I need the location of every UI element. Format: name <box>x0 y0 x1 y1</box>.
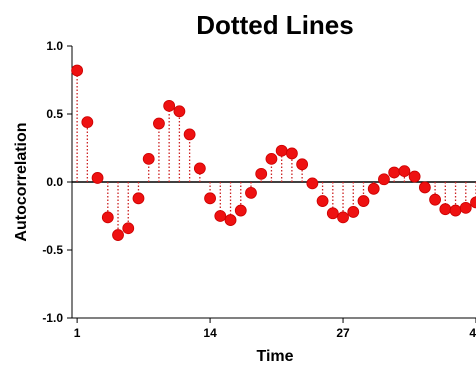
data-point <box>265 152 278 165</box>
data-point <box>296 158 309 171</box>
data-point <box>388 166 401 179</box>
data-point <box>163 99 176 112</box>
data-point <box>306 177 319 190</box>
chart-title: Dotted Lines <box>196 10 353 40</box>
data-point <box>326 207 339 220</box>
data-point <box>234 204 247 217</box>
data-point <box>245 186 257 199</box>
data-point <box>459 201 472 214</box>
data-point <box>316 195 329 207</box>
data-point <box>470 196 476 209</box>
x-tick-label: 40 <box>469 326 476 340</box>
data-point <box>112 229 124 241</box>
data-point <box>183 128 196 141</box>
data-point <box>408 170 421 183</box>
data-point <box>418 181 431 194</box>
data-point <box>429 193 441 206</box>
data-point <box>101 211 114 224</box>
data-point <box>204 192 216 205</box>
x-tick-label: 14 <box>203 326 217 340</box>
data-point <box>142 152 155 165</box>
data-point <box>173 105 186 118</box>
y-tick-label: 0.0 <box>46 175 63 189</box>
data-point <box>275 144 288 157</box>
data-point <box>347 206 360 218</box>
data-point <box>378 173 390 186</box>
data-point <box>285 147 298 160</box>
plot-area: 1.0 0.5 0.0 -0.5 -1.0 1 14 27 40 <box>42 39 476 340</box>
x-tick-label: 27 <box>336 326 350 340</box>
x-tick-label: 1 <box>74 326 81 340</box>
data-point <box>132 192 145 205</box>
data-point <box>337 211 349 224</box>
data-point <box>255 167 268 180</box>
data-point <box>449 204 462 217</box>
data-point <box>71 64 84 77</box>
y-axis-label: Autocorrelation <box>13 122 30 241</box>
data-point <box>193 162 206 175</box>
data-point <box>367 182 380 195</box>
data-point <box>357 195 370 207</box>
y-tick-label: -1.0 <box>42 311 63 325</box>
y-tick-label: 1.0 <box>46 39 63 53</box>
y-tick-label: -0.5 <box>42 243 63 257</box>
data-point <box>81 116 94 129</box>
data-point <box>91 172 104 184</box>
data-point <box>398 165 411 178</box>
data-point <box>214 210 227 222</box>
data-point <box>224 214 237 226</box>
y-tick-label: 0.5 <box>46 107 63 121</box>
x-axis-label: Time <box>256 348 293 365</box>
data-point <box>153 117 165 130</box>
data-point <box>439 203 452 216</box>
data-point <box>122 222 135 235</box>
